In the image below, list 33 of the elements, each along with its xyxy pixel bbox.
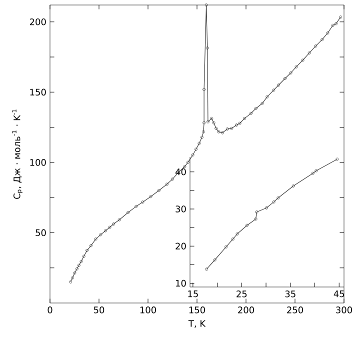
- point: [231, 238, 234, 241]
- x-tick-label: 15: [188, 290, 198, 298]
- point: [272, 200, 276, 204]
- point: [311, 172, 314, 175]
- x-tick-label: 150: [189, 306, 205, 314]
- point: [265, 206, 268, 210]
- x-tick-label: 200: [238, 306, 254, 314]
- point: [255, 210, 258, 214]
- y-axis-title: C$_{p}$, Дж · моль$^{-1}$ · K$^{-1}$: [12, 110, 22, 199]
- point: [246, 224, 249, 227]
- x-tick-label: 100: [140, 306, 156, 314]
- x-tick-label: 50: [94, 306, 104, 314]
- y-tick-label: 100: [30, 159, 46, 166]
- y-tick-label: 10: [176, 280, 186, 287]
- y-tick-label: 50: [36, 229, 46, 236]
- x-axis-title: T, K: [188, 320, 206, 328]
- point: [224, 245, 228, 248]
- y-tick-label: 200: [30, 18, 46, 26]
- x-tick-label: 35: [285, 290, 296, 298]
- x-tick-label: 250: [287, 306, 303, 314]
- x-tick-label: 25: [236, 290, 247, 298]
- point: [213, 258, 216, 262]
- x-tick-label: 300: [336, 306, 352, 314]
- point: [236, 232, 239, 236]
- y-tick-label: 30: [176, 206, 186, 212]
- x-tick-label: 45: [334, 290, 344, 298]
- point: [314, 169, 318, 172]
- y-tick-label: 20: [176, 242, 186, 250]
- x-tick-label: 0: [48, 306, 52, 314]
- point: [292, 184, 295, 188]
- point: [276, 196, 280, 200]
- point: [254, 218, 258, 221]
- y-tick-label: 150: [30, 88, 46, 96]
